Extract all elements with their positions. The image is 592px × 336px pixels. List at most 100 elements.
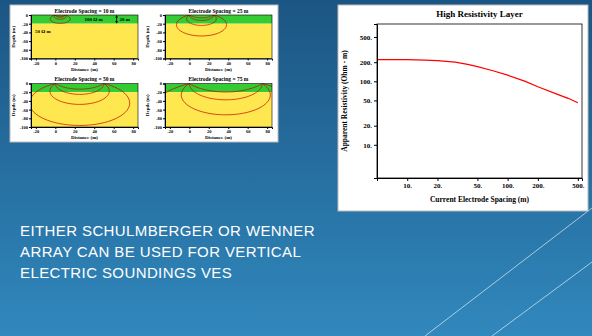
- current-line: [187, 15, 217, 25]
- chart-title: High Resistivity Layer: [436, 9, 523, 19]
- panel-title: Electrode Spacing = 25 m: [189, 8, 249, 14]
- tick: -40: [22, 99, 31, 104]
- tick-label: 40: [92, 61, 97, 66]
- tick-label: -80: [22, 116, 29, 121]
- tick: -60: [22, 39, 31, 44]
- tick: -80: [22, 116, 31, 121]
- slide: 100 Ω m20 m50 Ω m-200204060800-20-40-60-…: [0, 0, 592, 336]
- tick: 80: [265, 59, 270, 66]
- plot-frame: [377, 24, 582, 178]
- axis-line: [378, 179, 583, 182]
- tick-mark: [374, 37, 377, 38]
- tick-label: -80: [22, 48, 29, 53]
- axis: -20020406080: [32, 127, 139, 134]
- tick: -80: [156, 48, 165, 53]
- tick: 50.: [363, 97, 377, 105]
- tick: 500.: [360, 34, 377, 42]
- axis: 0-20-40-60-80-100: [154, 81, 166, 130]
- tick-mark: [29, 24, 31, 25]
- current-line: [55, 84, 104, 90]
- panel: -200204060800-20-40-60-80-100Electrode S…: [145, 76, 301, 146]
- tick-label: 100.: [360, 78, 373, 86]
- tick: 0: [26, 13, 31, 18]
- tick-label: 20.: [434, 182, 443, 190]
- tick-label: 0: [55, 61, 58, 66]
- axis-line: [32, 59, 139, 61]
- tick-mark: [163, 32, 165, 33]
- tick: -100: [20, 56, 31, 61]
- tick: -60: [156, 39, 165, 44]
- tick-label: -80: [156, 116, 163, 121]
- tick-label: 200.: [532, 182, 545, 190]
- current-line: [189, 15, 213, 18]
- tick-label: -20: [156, 90, 163, 95]
- tick: 80: [265, 127, 270, 134]
- tick: 0: [26, 81, 31, 86]
- tick-label: -20: [22, 22, 29, 27]
- tick-label: -20: [33, 129, 40, 134]
- tick: -100: [20, 125, 31, 130]
- axis-line: [374, 25, 378, 179]
- layer: [31, 24, 138, 59]
- tick-label: -60: [156, 39, 163, 44]
- tick-label: 80: [265, 61, 270, 66]
- tick: 40: [92, 127, 97, 134]
- y-axis-title: Depth (m): [11, 94, 16, 116]
- tick: -20: [22, 90, 31, 95]
- tick-label: 0: [55, 129, 58, 134]
- tick-label: -40: [156, 99, 163, 104]
- x-axis-title: Distance (m): [71, 67, 98, 72]
- current-line: [54, 15, 66, 19]
- tick-label: 60: [112, 61, 117, 66]
- arrow-head: [115, 16, 118, 18]
- plot-frame: [165, 84, 272, 128]
- panel-title: Electrode Spacing = 10 m: [55, 8, 115, 14]
- layer-label: 100 Ω m: [85, 17, 104, 22]
- tick-mark: [374, 126, 377, 127]
- tick: 0: [189, 59, 192, 66]
- tick-mark: [163, 101, 165, 102]
- axis: -20020406080: [166, 127, 273, 134]
- tick-label: 200.: [360, 59, 373, 67]
- tick-mark: [538, 178, 539, 181]
- tick-label: -60: [22, 108, 29, 113]
- x-axis-title: Current Electrode Spacing (m): [430, 195, 530, 204]
- tick-mark: [374, 145, 377, 146]
- current-line: [189, 84, 262, 92]
- decor-line: [492, 262, 592, 336]
- tick-mark: [163, 118, 165, 119]
- tick-mark: [407, 178, 408, 181]
- tick: 20.: [434, 178, 443, 190]
- tick-label: 80: [131, 61, 136, 66]
- tick-mark: [29, 127, 31, 128]
- tick: -100: [154, 125, 165, 130]
- plot-area: [165, 15, 272, 59]
- tick-label: 0: [160, 13, 163, 18]
- tick-mark: [29, 41, 31, 42]
- tick-mark: [163, 59, 165, 60]
- current-line: [181, 84, 270, 115]
- tick-label: 10.: [403, 182, 412, 190]
- axis-line: [166, 128, 273, 130]
- tick-label: -100: [154, 125, 163, 130]
- tick-label: 50.: [474, 182, 483, 190]
- figure-frame: [10, 5, 278, 142]
- tick-label: 80: [131, 129, 136, 134]
- tick: 40: [226, 127, 231, 134]
- tick-label: 60: [246, 61, 251, 66]
- x-axis-title: Distance (m): [71, 135, 98, 140]
- panel-title: Electrode Spacing = 75 m: [189, 76, 249, 82]
- plot-area: [165, 84, 272, 128]
- tick: 0: [55, 59, 58, 66]
- tick-mark: [163, 92, 165, 93]
- axis: 10.20.50.100.200.500.: [378, 178, 585, 190]
- tick: 10.: [363, 142, 377, 150]
- layer-label: 50 Ω m: [35, 29, 52, 34]
- tick-label: -40: [156, 30, 163, 35]
- tick: -80: [156, 116, 165, 121]
- tick-label: 0: [189, 61, 192, 66]
- tick: 20.: [363, 122, 377, 130]
- tick-label: -100: [20, 56, 29, 61]
- current-line: [189, 15, 213, 20]
- axis: 10. 20. 50. 100. 200. 500.: [360, 25, 378, 179]
